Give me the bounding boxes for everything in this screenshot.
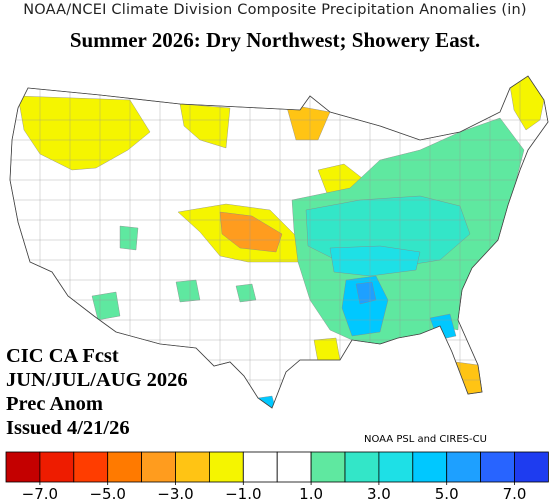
colorbar-swatch [378, 451, 414, 483]
dry-region-northwest [17, 95, 151, 171]
credit-label: NOAA PSL and CIRES-CU [364, 434, 487, 445]
colorbar-tick-label: −5.0 [89, 485, 125, 501]
colorbar-tick-label: 3.0 [367, 485, 391, 501]
dry-region-northern-plains [179, 103, 231, 149]
forecast-source: CIC CA Fcst [6, 345, 119, 367]
dry-region-gulf-coast [313, 337, 341, 363]
colorbar-tick-label: −7.0 [22, 485, 58, 501]
colorbar-swatch [175, 451, 210, 483]
colorbar-swatch [73, 451, 109, 483]
colorbar-swatch [514, 451, 549, 483]
forecast-info-block: CIC CA Fcst JUN/JUL/AUG 2026 Prec Anom I… [6, 344, 188, 440]
forecast-variable: Prec Anom [6, 393, 103, 415]
colorbar-tick-label: 1.0 [299, 485, 323, 501]
forecast-issue-date: Issued 4/21/26 [6, 417, 130, 439]
wet-region-northwest [119, 225, 139, 251]
colorbar-swatch [480, 451, 515, 483]
wet-region-new-mexico [175, 279, 201, 303]
forecast-headline: Summer 2026: Dry Northwest; Showery East… [69, 28, 481, 52]
colorbar-swatch [242, 451, 278, 483]
colorbar-swatch [310, 451, 346, 483]
colorbar: −7.0 −5.0 −3.0 −1.0 1.0 3.0 5.0 7.0 [5, 451, 549, 501]
colorbar-swatch [5, 451, 41, 483]
us-climate-division-map [9, 75, 549, 409]
colorbar-tick-label: 7.0 [503, 485, 527, 501]
colorbar-swatch [208, 451, 244, 483]
colorbar-tick-label: −1.0 [225, 485, 261, 501]
dry-region-kansas-core [219, 211, 283, 253]
map-title: NOAA/NCEI Climate Division Composite Pre… [23, 2, 527, 18]
wet-region-mississippi [341, 275, 389, 337]
colorbar-tick-label: 5.0 [435, 485, 459, 501]
wet-region-tennessee [329, 245, 421, 277]
wet-region-southwest [91, 291, 121, 321]
colorbar-swatch [141, 451, 176, 483]
colorbar-swatch [107, 451, 142, 483]
colorbar-swatch [39, 451, 75, 483]
forecast-season: JUN/JUL/AUG 2026 [6, 369, 188, 391]
division-boundaries [10, 76, 548, 408]
colorbar-swatch [344, 451, 380, 483]
colorbar-tick-label: −3.0 [157, 485, 193, 501]
colorbar-swatch [446, 451, 482, 483]
colorbar-swatch [412, 451, 448, 483]
colorbar-swatch [276, 451, 312, 483]
